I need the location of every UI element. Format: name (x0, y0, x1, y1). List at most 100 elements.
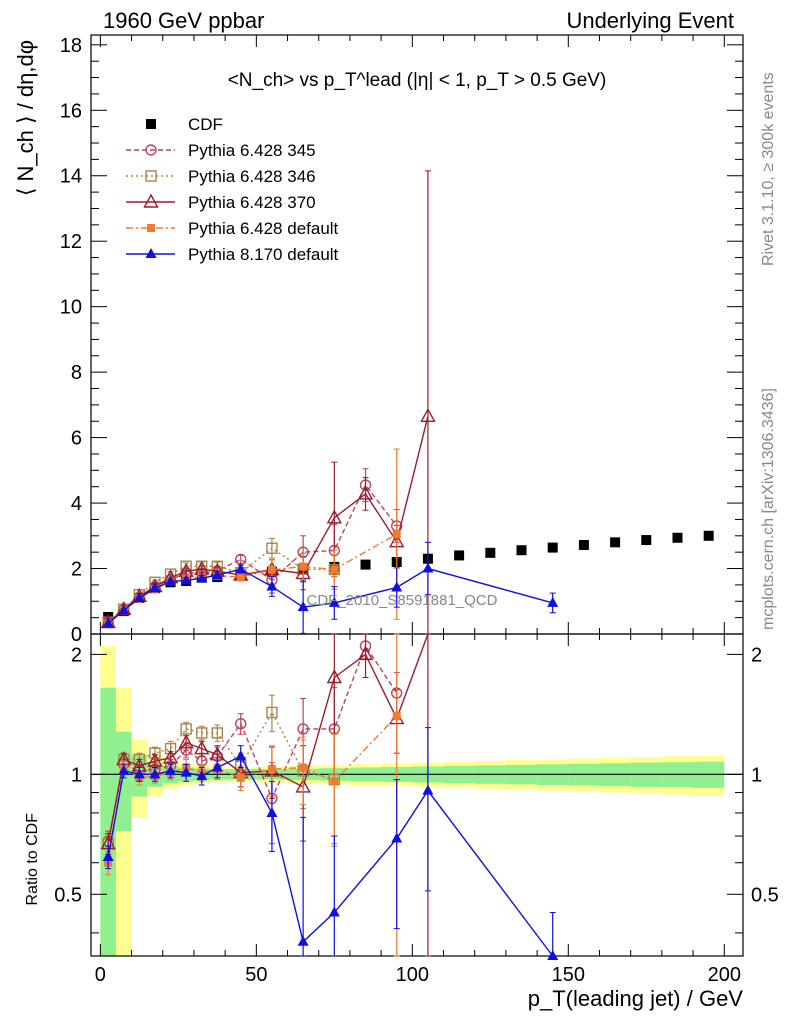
y-tick-label: 14 (60, 166, 82, 188)
data-point (422, 562, 434, 573)
data-point (328, 596, 340, 607)
data-point (420, 407, 436, 423)
data-point (165, 764, 177, 775)
series-line (107, 633, 429, 844)
y-tick-label: 16 (60, 100, 82, 122)
data-point (330, 565, 339, 574)
analysis-watermark: CDF_2010_S8591881_QCD (307, 592, 498, 609)
data-point (147, 224, 155, 232)
data-point (162, 749, 179, 764)
x-axis-label: p_T(leading jet) / GeV (528, 986, 744, 1011)
data-point (516, 545, 527, 556)
data-point (547, 542, 558, 553)
ratio-axis-label: Ratio to CDF (24, 813, 41, 906)
chart-title: <N_ch> vs p_T^lead (|η| < 1, p_T > 0.5 G… (228, 70, 607, 91)
data-point (297, 601, 309, 612)
y-tick-label-right: 1 (751, 764, 762, 786)
data-point (133, 768, 145, 779)
y-tick-label: 2 (71, 559, 82, 581)
data-point (149, 768, 161, 779)
data-point (102, 617, 114, 628)
data-point (145, 144, 157, 156)
data-point (118, 764, 130, 775)
y-tick-label: 18 (60, 35, 82, 57)
data-point (235, 750, 247, 761)
data-point (266, 706, 278, 719)
data-point (196, 770, 208, 781)
data-point (118, 604, 130, 615)
series-pythia-6-428-370 (100, 170, 436, 635)
data-point (672, 532, 683, 543)
y-tick-label: 1 (71, 764, 82, 786)
x-tick-label: 150 (552, 964, 585, 986)
data-point (299, 562, 308, 571)
y-tick-label: 10 (60, 297, 82, 319)
series-pythia-6-428-346 (102, 537, 341, 628)
data-point (236, 573, 245, 582)
data-point (266, 806, 278, 817)
data-point (299, 763, 308, 772)
y-axis-label: ⟨ N_ch ⟩ / dη,dφ (13, 40, 38, 196)
inner-band (100, 687, 116, 956)
data-point (180, 723, 192, 735)
data-point (547, 596, 559, 607)
data-point (297, 935, 309, 946)
data-point (641, 535, 652, 546)
data-point (357, 485, 374, 500)
data-point (211, 727, 224, 739)
data-point (422, 784, 434, 795)
data-point (328, 906, 340, 917)
y-tick-label: 12 (60, 231, 82, 253)
data-point (326, 669, 343, 684)
data-point (392, 712, 401, 721)
data-point (133, 591, 145, 602)
legend-label: Pythia 6.428 370 (188, 193, 316, 212)
data-point (392, 530, 401, 539)
x-tick-label: 0 (95, 964, 106, 986)
data-point (194, 740, 210, 755)
header-right: Underlying Event (566, 8, 734, 33)
bottom-frame (90, 633, 744, 957)
data-point (196, 572, 208, 583)
data-point (703, 530, 714, 541)
data-point (235, 563, 247, 574)
data-point (180, 574, 192, 585)
ratio-bands (100, 645, 725, 956)
y-tick-label: 2 (71, 644, 82, 666)
data-point (143, 193, 159, 208)
x-tick-label: 100 (396, 964, 429, 986)
series-pythia-8-170-default (102, 541, 559, 634)
legend-label: Pythia 6.428 346 (188, 167, 316, 186)
data-point (147, 752, 163, 767)
legend-label: Pythia 6.428 345 (188, 141, 316, 160)
data-point (178, 734, 194, 749)
header-left: 1960 GeV ppbar (103, 8, 265, 33)
legend-label: CDF (188, 115, 223, 134)
data-point (211, 761, 223, 772)
legend-label: Pythia 6.428 default (188, 219, 339, 238)
series-pythia-8-170-default (102, 727, 559, 960)
y-tick-label: 0 (71, 624, 82, 646)
series-layer (100, 170, 714, 960)
y-tick-label: 8 (71, 362, 82, 384)
data-point (235, 717, 247, 730)
data-point (211, 569, 223, 580)
data-point (330, 777, 339, 786)
data-point (196, 727, 208, 739)
data-point (102, 851, 114, 862)
data-point (454, 550, 465, 561)
data-point (267, 765, 276, 774)
series-pythia-6-428-345 (102, 633, 403, 853)
data-point (357, 645, 374, 661)
data-point (267, 565, 276, 574)
data-point (146, 119, 156, 129)
data-point (145, 248, 157, 258)
data-point (149, 582, 161, 593)
legend-label: Pythia 8.170 default (188, 245, 339, 264)
data-point (266, 580, 278, 591)
data-point (578, 539, 589, 550)
legend: CDF Pythia 6.428 345 Pythia 6.428 346 Pythi… (126, 115, 339, 264)
data-point (326, 509, 343, 524)
